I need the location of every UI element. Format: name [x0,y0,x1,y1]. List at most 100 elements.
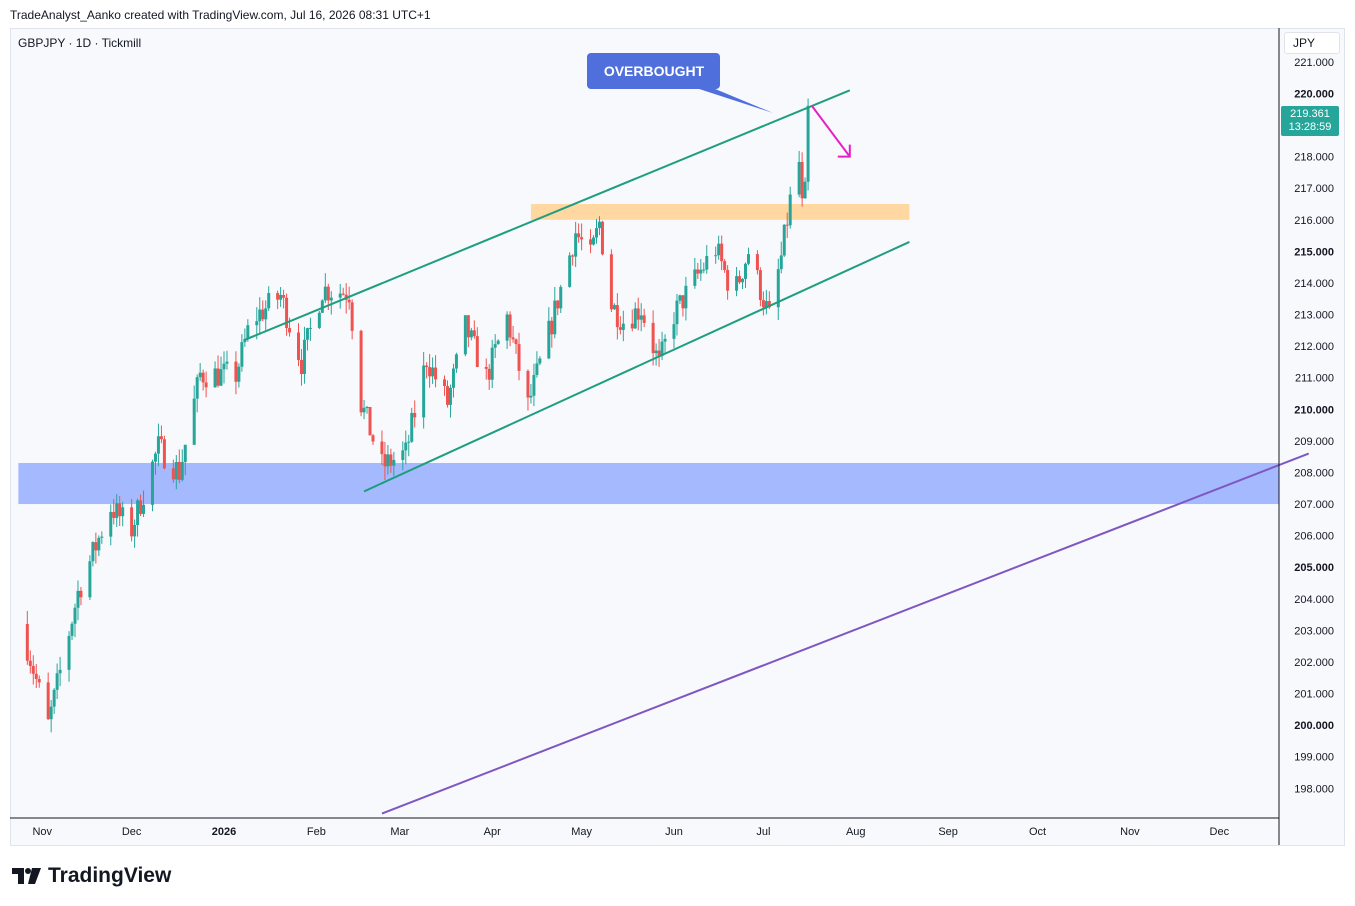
support-zone[interactable] [18,462,1279,505]
candle[interactable] [225,350,229,370]
candle[interactable] [779,241,783,274]
candle[interactable] [70,621,74,641]
candle[interactable] [139,494,143,517]
candle[interactable] [532,363,536,407]
candle[interactable] [505,311,509,349]
candle[interactable] [195,374,199,413]
candle[interactable] [741,278,745,290]
candle[interactable] [782,224,786,257]
candle[interactable] [529,384,533,404]
channel-upper-line[interactable] [244,89,851,341]
candle[interactable] [592,235,596,246]
candle[interactable] [800,152,804,207]
candle[interactable] [133,519,137,548]
candle[interactable] [299,348,303,386]
candle[interactable] [723,258,727,273]
candle[interactable] [431,357,435,384]
candle[interactable] [371,434,375,445]
resistance-zone[interactable] [530,204,910,220]
candle[interactable] [705,245,709,274]
candle[interactable] [180,449,184,482]
candle[interactable] [121,501,125,527]
candle[interactable] [746,247,750,266]
candle[interactable] [484,358,488,380]
candle[interactable] [34,664,38,689]
candle[interactable] [97,535,101,557]
channel-lower-line[interactable] [363,241,910,493]
candle[interactable] [401,441,405,471]
candle[interactable] [109,504,113,546]
candle[interactable] [76,580,80,621]
candle[interactable] [466,314,470,348]
candle[interactable] [618,316,622,335]
candle[interactable] [410,407,414,443]
candle[interactable] [806,98,810,191]
candle[interactable] [88,555,92,600]
candle[interactable] [738,270,742,285]
candle[interactable] [198,363,202,381]
candle[interactable] [258,297,262,335]
candle[interactable] [213,361,217,388]
candle[interactable] [755,250,759,275]
candle[interactable] [183,444,187,476]
tradingview-logo[interactable]: TradingView [12,864,171,888]
candle[interactable] [365,405,369,414]
candle[interactable] [547,307,551,360]
candle[interactable] [469,327,473,341]
candle[interactable] [341,287,345,296]
chart-area[interactable] [10,28,1345,846]
candle[interactable] [46,672,50,720]
candle[interactable] [317,310,321,330]
candle[interactable] [380,430,384,465]
candle[interactable] [744,262,747,288]
candle[interactable] [621,310,625,342]
candle[interactable] [79,586,83,606]
candle[interactable] [615,293,619,340]
candle[interactable] [407,434,411,457]
candle[interactable] [338,284,342,309]
candle[interactable] [577,223,581,243]
candle[interactable] [177,449,181,484]
candle[interactable] [684,276,688,321]
candle[interactable] [600,220,604,256]
candle[interactable] [329,291,333,315]
candle[interactable] [58,656,62,687]
candle[interactable] [216,355,220,388]
candle[interactable] [31,655,35,685]
candle[interactable] [639,303,643,332]
candle[interactable] [490,339,494,389]
candle[interactable] [580,223,584,251]
candle[interactable] [454,352,458,373]
candle[interactable] [174,455,178,490]
candle[interactable] [359,329,363,417]
candle[interactable] [681,294,685,317]
candle[interactable] [568,252,572,288]
candle[interactable] [657,338,661,367]
candle[interactable] [571,254,575,266]
candle[interactable] [37,675,41,688]
candle[interactable] [392,451,396,476]
candle[interactable] [25,610,29,665]
candle[interactable] [425,362,429,379]
candle[interactable] [222,351,226,384]
currency-selector[interactable]: JPY [1284,32,1340,54]
candle[interactable] [761,291,765,316]
candle[interactable] [508,311,512,347]
candle[interactable] [589,229,593,254]
candle[interactable] [803,177,807,199]
candle[interactable] [526,369,530,411]
symbol-label[interactable]: GBPJPY · 1D · Tickmill [18,36,142,50]
candle[interactable] [609,249,613,313]
candle[interactable] [654,343,658,366]
candle[interactable] [475,327,479,368]
candle[interactable] [642,308,646,328]
candle[interactable] [451,363,455,398]
candle[interactable] [550,317,554,348]
candle[interactable] [696,262,700,280]
candle[interactable] [597,216,601,236]
candle[interactable] [496,339,500,345]
candle[interactable] [118,496,122,527]
candle[interactable] [350,299,354,340]
candle[interactable] [797,150,801,198]
candle[interactable] [758,267,762,307]
